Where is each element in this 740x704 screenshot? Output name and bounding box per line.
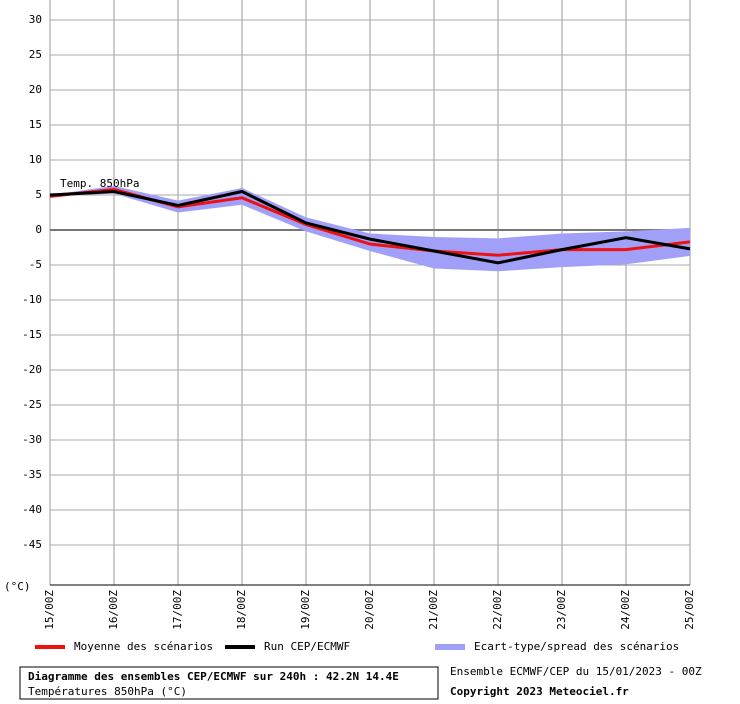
- x-tick-label: 20/00Z: [363, 590, 376, 630]
- y-tick-label: -30: [22, 433, 42, 446]
- y-tick-label: -25: [22, 398, 42, 411]
- x-tick-label: 15/00Z: [43, 590, 56, 630]
- source: Ensemble ECMWF/CEP du 15/01/2023 - 00Z: [450, 665, 702, 678]
- legend-label: Run CEP/ECMWF: [264, 640, 350, 653]
- y-tick-label: -10: [22, 293, 42, 306]
- title-box: [19, 666, 439, 700]
- y-axis-label: (°C): [4, 580, 31, 593]
- y-tick-label: -20: [22, 363, 42, 376]
- copyright: Copyright 2023 Meteociel.fr: [450, 685, 629, 698]
- y-tick-label: 5: [35, 188, 42, 201]
- x-tick-label: 21/00Z: [427, 590, 440, 630]
- y-tick-label: -45: [22, 538, 42, 551]
- y-tick-label: 15: [29, 118, 42, 131]
- x-tick-label: 18/00Z: [235, 590, 248, 630]
- y-tick-label: 30: [29, 13, 42, 26]
- y-tick-label: 25: [29, 48, 42, 61]
- chart-title: Diagramme des ensembles CEP/ECMWF sur 24…: [28, 670, 399, 683]
- x-tick-label: 19/00Z: [299, 590, 312, 630]
- spread-band: [50, 185, 690, 272]
- series-line: [49, 189, 691, 265]
- y-tick-label: 0: [35, 223, 42, 236]
- legend-label: Moyenne des scénarios: [74, 640, 213, 653]
- x-tick-label: 22/00Z: [491, 590, 504, 630]
- legend-label: Ecart-type/spread des scénarios: [474, 640, 679, 653]
- x-tick-label: 17/00Z: [171, 590, 184, 630]
- x-tick-label: 23/00Z: [555, 590, 568, 630]
- x-tick-label: 16/00Z: [107, 590, 120, 630]
- y-tick-label: -5: [29, 258, 42, 271]
- chart-subtitle: Températures 850hPa (°C): [28, 685, 187, 698]
- y-tick-label: -35: [22, 468, 42, 481]
- x-tick-label: 24/00Z: [619, 590, 632, 630]
- annotation: Temp. 850hPa: [60, 177, 139, 190]
- y-tick-label: -15: [22, 328, 42, 341]
- y-tick-label: 10: [29, 153, 42, 166]
- x-tick-label: 25/00Z: [683, 590, 696, 630]
- y-tick-label: 20: [29, 83, 42, 96]
- y-tick-label: -40: [22, 503, 42, 516]
